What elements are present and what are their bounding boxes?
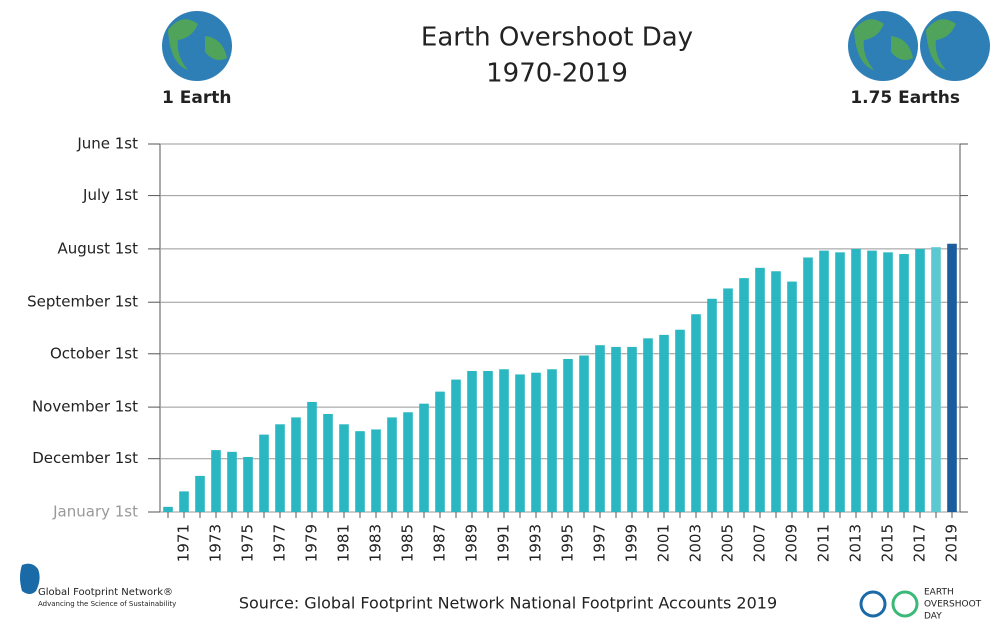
globe-left — [162, 11, 232, 81]
y-tick-label: September 1st — [27, 293, 138, 311]
bar — [547, 369, 557, 512]
bar — [531, 372, 541, 512]
bar — [579, 355, 589, 512]
x-tick-label: 2005 — [719, 524, 737, 562]
bar — [867, 250, 877, 512]
x-tick-label: 2001 — [655, 524, 673, 562]
bar — [387, 417, 397, 512]
x-tick-label: 2009 — [783, 524, 801, 562]
bar — [915, 248, 925, 512]
bar — [307, 401, 317, 512]
bar — [563, 358, 573, 512]
y-tick-label: January 1st — [52, 503, 138, 521]
bar — [243, 456, 253, 512]
y-tick-label: October 1st — [50, 344, 138, 362]
bar — [371, 429, 381, 512]
x-tick-label: 1977 — [271, 524, 289, 562]
bar — [323, 413, 333, 512]
x-tick-label: 1997 — [591, 524, 609, 562]
y-tick-label: December 1st — [32, 449, 138, 467]
bar — [803, 257, 813, 512]
bar — [227, 451, 237, 512]
x-tick-label: 2003 — [687, 524, 705, 562]
logo-text: Global Footprint Network® — [38, 587, 173, 598]
bar — [435, 391, 445, 512]
x-tick-label: 1987 — [431, 524, 449, 562]
bar — [643, 338, 653, 512]
y-tick-label: November 1st — [32, 398, 138, 416]
bar — [467, 370, 477, 512]
x-tick-label: 1979 — [303, 524, 321, 562]
x-tick-label: 1973 — [207, 524, 225, 562]
gfn-logo: Global Footprint Network® Advancing the … — [20, 563, 176, 608]
bar — [419, 403, 429, 512]
bar — [947, 243, 957, 512]
x-tick-label: 1985 — [399, 524, 417, 562]
annotation: 1.75 Earths — [850, 88, 960, 108]
chart-title: Earth Overshoot Day — [421, 23, 693, 53]
x-tick-label: 1995 — [559, 524, 577, 562]
x-tick-label: 1983 — [367, 524, 385, 562]
logo-text: EARTH — [924, 588, 954, 598]
chart-subtitle: 1970-2019 — [486, 59, 628, 89]
x-tick-label: 2019 — [943, 524, 961, 562]
x-tick-label: 2015 — [879, 524, 897, 562]
annotation: 1 Earth — [162, 88, 231, 108]
bar — [675, 329, 685, 512]
logo-text: DAY — [924, 612, 942, 622]
x-tick-label: 2007 — [751, 524, 769, 562]
bar — [691, 314, 701, 512]
bar — [755, 267, 765, 512]
logo-text: Advancing the Science of Sustainability — [38, 600, 176, 608]
bar — [659, 334, 669, 512]
bar — [355, 431, 365, 512]
bar — [211, 450, 221, 512]
bar — [883, 252, 893, 513]
bar — [195, 475, 205, 512]
bar — [723, 288, 733, 512]
bar — [931, 247, 941, 513]
bar — [403, 412, 413, 512]
y-tick-label: July 1st — [82, 186, 138, 204]
y-tick-label: June 1st — [76, 135, 138, 153]
bar — [259, 434, 269, 512]
bar — [515, 374, 525, 512]
bar — [483, 370, 493, 512]
bar — [707, 298, 717, 512]
bar — [851, 248, 861, 512]
y-tick-label: August 1st — [57, 239, 138, 257]
x-tick-label: 1991 — [495, 524, 513, 562]
bar — [499, 369, 509, 512]
x-tick-label: 2011 — [815, 524, 833, 562]
bar — [819, 250, 829, 512]
bar — [611, 346, 621, 512]
bar — [899, 254, 909, 512]
bar — [275, 424, 285, 512]
bar — [627, 346, 637, 512]
x-tick-label: 1989 — [463, 524, 481, 562]
x-tick-label: 1975 — [239, 524, 257, 562]
globe-right-2 — [920, 11, 990, 81]
bar — [739, 278, 749, 512]
x-tick-label: 1971 — [175, 524, 193, 562]
x-tick-label: 2013 — [847, 524, 865, 562]
bar — [339, 424, 349, 512]
x-tick-label: 1993 — [527, 524, 545, 562]
bar — [835, 252, 845, 513]
logo-text: OVERSHOOT — [924, 600, 982, 610]
bar — [771, 271, 781, 512]
x-tick-label: 1999 — [623, 524, 641, 562]
globe-right-1 — [848, 11, 918, 81]
x-tick-label: 1981 — [335, 524, 353, 562]
bar — [595, 345, 605, 512]
x-tick-label: 2017 — [911, 524, 929, 562]
bar — [451, 379, 461, 512]
source: Source: Global Footprint Network Nationa… — [239, 594, 777, 613]
bar — [179, 491, 189, 512]
eod-logo: EARTH OVERSHOOT DAY — [859, 588, 982, 622]
bar — [787, 281, 797, 512]
bar — [291, 417, 301, 512]
bar — [163, 506, 173, 512]
